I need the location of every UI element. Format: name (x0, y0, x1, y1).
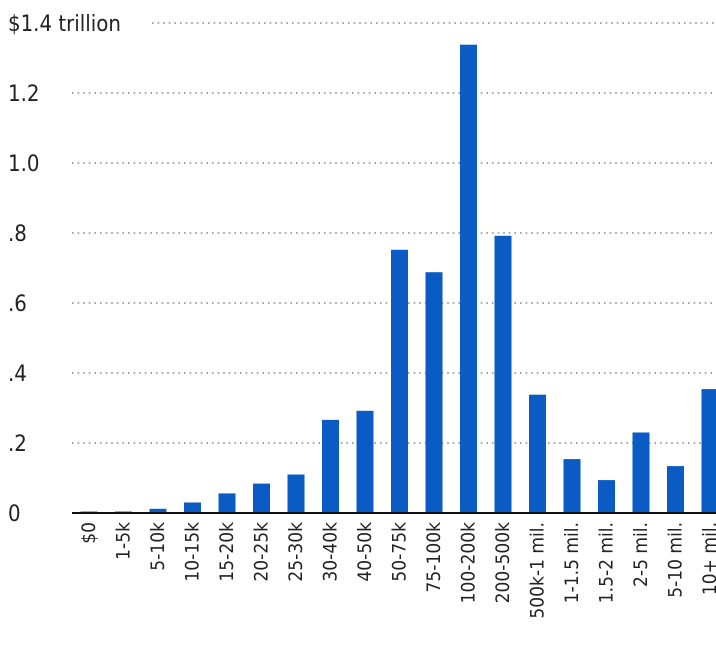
bar-3 (184, 502, 201, 513)
y-tick-label: 0 (8, 502, 21, 527)
gridlines (72, 22, 716, 444)
bar-12 (494, 235, 512, 514)
x-category-label: 30-40k (320, 522, 342, 582)
x-category-label: 50-75k (389, 522, 411, 582)
bar-16 (632, 432, 650, 513)
x-category-label: 15-20k (216, 522, 238, 582)
y-tick-label: 1.2 (8, 82, 39, 107)
bar-2 (149, 508, 167, 513)
x-category-label: 5-10k (147, 522, 169, 571)
x-category-label: 75-100k (423, 522, 445, 593)
x-category-label: 100-200k (458, 522, 480, 603)
y-tick-label: $1.4 trillion (8, 12, 121, 37)
bar-11 (460, 44, 477, 513)
y-tick-label: .8 (8, 222, 27, 247)
x-category-label: 2-5 mil. (630, 522, 652, 587)
x-axis-category-labels: $0 1-5k 5-10k 10-15k 15-20k 20-25k 25-30k 30-40… (78, 522, 716, 619)
bar-10 (425, 272, 443, 513)
x-category-label: 5-10 mil. (665, 522, 687, 598)
bar-7 (322, 419, 339, 513)
x-category-label: 500k-1 mil. (527, 522, 549, 619)
bars (80, 44, 716, 514)
x-category-label: 40-50k (354, 522, 376, 582)
y-tick-label: .6 (8, 292, 27, 317)
x-category-label: 10+ mil. (699, 522, 716, 595)
y-tick-label: 1.0 (8, 152, 39, 177)
x-category-label: $0 (78, 522, 100, 544)
bar-9 (391, 249, 408, 514)
bar-15 (598, 480, 615, 513)
bar-18 (701, 389, 716, 513)
y-tick-label: .4 (8, 362, 27, 387)
bar-14 (563, 459, 581, 513)
y-axis-tick-labels: 0 .2 .4 .6 .8 1.0 1.2 $1.4 trillion (8, 12, 121, 527)
x-category-label: 20-25k (251, 522, 273, 582)
bar-5 (253, 483, 270, 513)
x-category-label: 1-5k (113, 522, 135, 560)
x-category-label: 25-30k (285, 522, 307, 582)
bar-8 (356, 410, 374, 513)
x-category-label: 10-15k (182, 522, 204, 582)
bar-17 (667, 466, 684, 513)
bar-13 (529, 394, 546, 513)
x-category-label: 1.5-2 mil. (596, 522, 618, 603)
x-category-label: 1-1.5 mil. (561, 522, 583, 603)
x-category-label: 200-500k (492, 522, 514, 603)
bar-4 (218, 493, 236, 513)
bar-6 (287, 474, 305, 513)
y-tick-label: .2 (8, 432, 27, 457)
